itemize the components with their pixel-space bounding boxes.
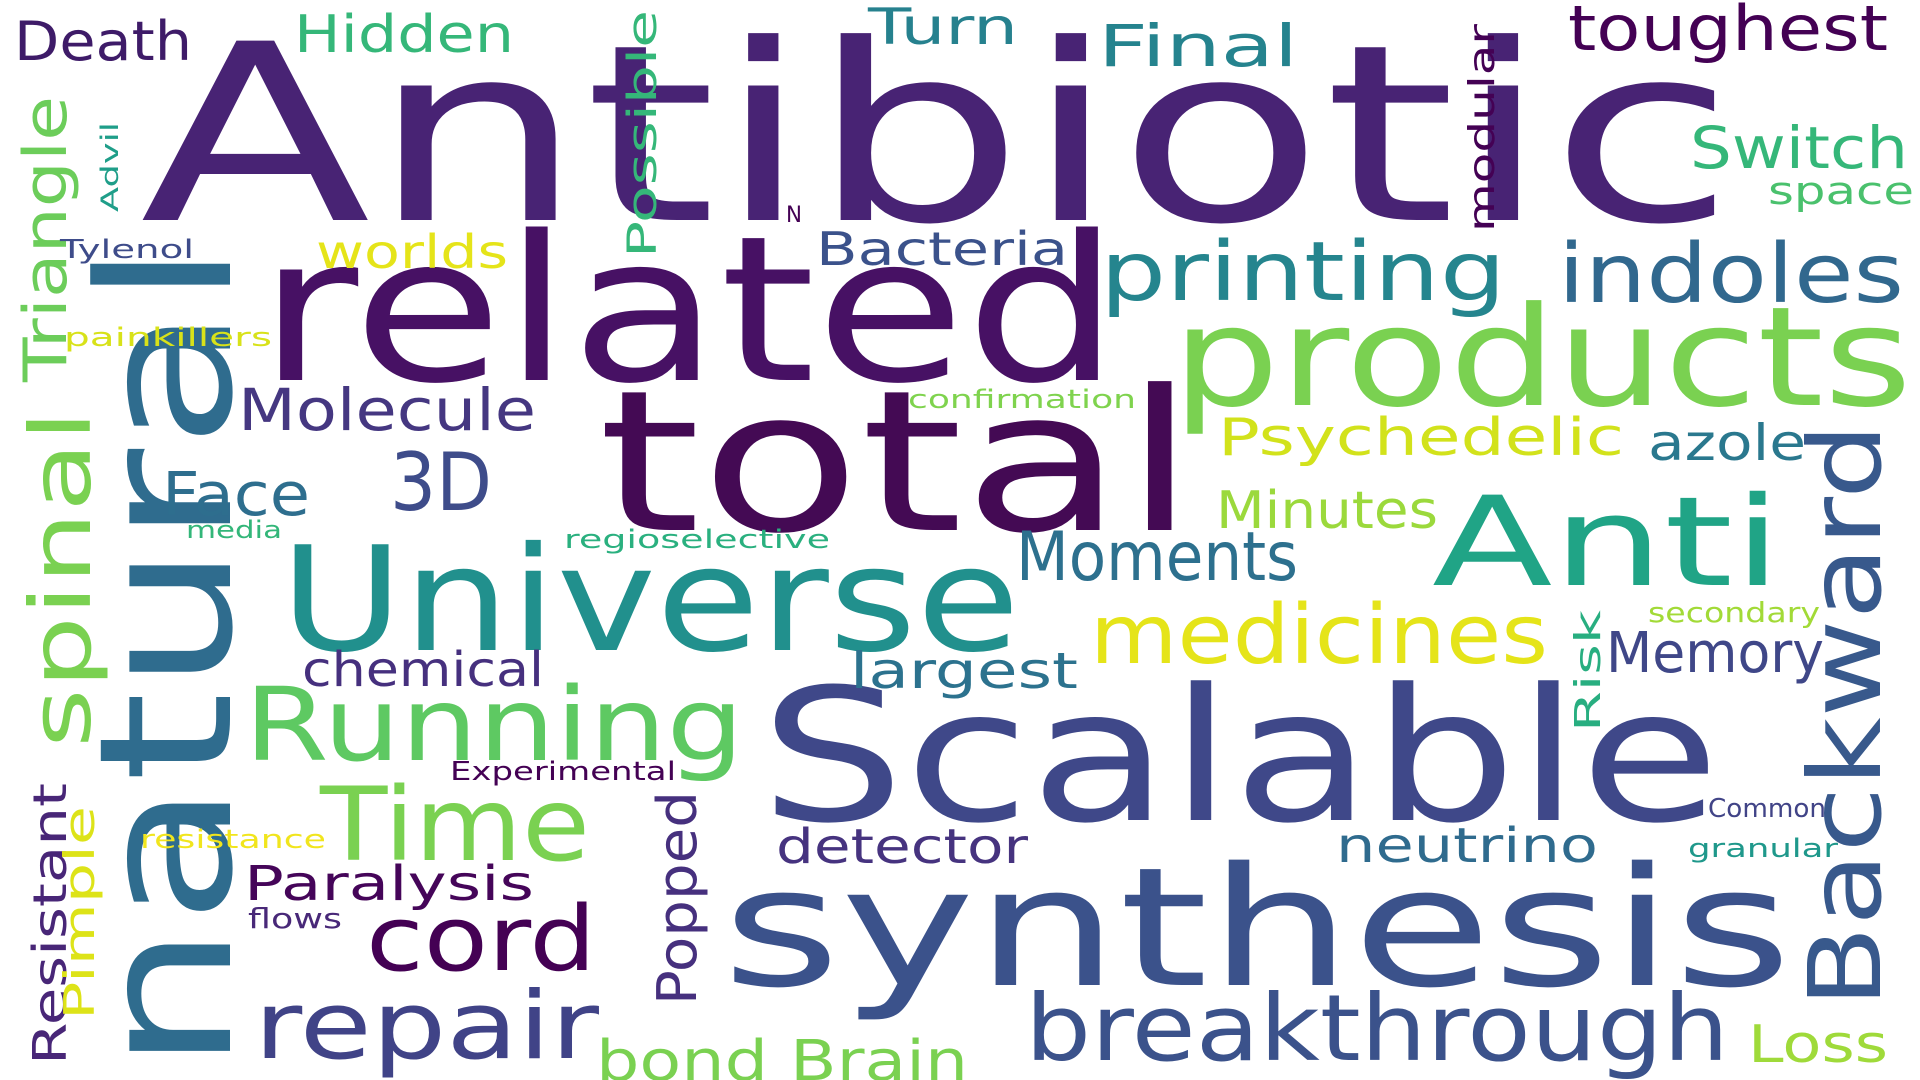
word-triangle: Triangle	[11, 96, 81, 383]
word-bacteria: Bacteria	[816, 222, 1068, 276]
word-universe: Universe	[280, 516, 1020, 685]
word-medicines: medicines	[1090, 588, 1548, 683]
word-related: related	[258, 192, 1120, 428]
word-resistant: Resistant	[23, 783, 77, 1065]
word-scalable: Scalable	[760, 650, 1720, 864]
word-final: Final	[1098, 12, 1298, 80]
word-hidden: Hidden	[294, 5, 514, 65]
word-pimple: Pimple	[55, 806, 104, 1020]
word-psychedelic: Psychedelic	[1218, 408, 1624, 468]
word-bond: bond	[596, 1029, 768, 1080]
word-worlds: worlds	[316, 225, 508, 279]
word-antibiotic: Antibiotic	[140, 0, 1735, 279]
word-neutrino: neutrino	[1336, 818, 1598, 874]
word-confirmation: confirmation	[908, 385, 1136, 415]
word-total: total	[598, 349, 1196, 577]
word-n: N	[786, 203, 802, 228]
word-risk: Risk	[1568, 610, 1609, 732]
word-turn: Turn	[867, 0, 1018, 56]
word-loss: Loss	[1748, 1015, 1888, 1075]
word-granular: granular	[1688, 834, 1838, 864]
word-indoles: indoles	[1558, 227, 1904, 322]
word-common: Common	[1708, 794, 1826, 824]
word-modular: modular	[1462, 24, 1503, 232]
word-experimental: Experimental	[450, 757, 676, 787]
word-tylenol: Tylenol	[59, 235, 194, 265]
word-running: Running	[244, 666, 744, 785]
word-media: media	[186, 516, 282, 544]
word-switch: Switch	[1690, 114, 1908, 182]
word-moments: Moments	[1016, 518, 1298, 597]
word-flows: flows	[248, 902, 342, 935]
word-minutes: Minutes	[1216, 481, 1438, 541]
word-repair: repair	[254, 972, 599, 1080]
word-time: Time	[319, 766, 590, 885]
word-secondary: secondary	[1648, 596, 1820, 629]
word-spinal: spinal	[12, 410, 110, 748]
word-space: space	[1768, 169, 1914, 213]
word-regioselective: regioselective	[564, 525, 830, 555]
word-chemical: chemical	[302, 642, 544, 698]
word-cord: cord	[366, 887, 596, 992]
word-paralysis: Paralysis	[244, 856, 534, 912]
word-3d: 3D	[390, 436, 492, 529]
word-resistance: resistance	[140, 825, 326, 855]
word-detector: detector	[776, 819, 1028, 875]
word-painkillers: painkillers	[64, 323, 272, 353]
word-advil: Advil	[96, 122, 124, 212]
word-printing: printing	[1100, 225, 1506, 320]
word-possible: Possible	[620, 10, 666, 258]
word-products: products	[1172, 277, 1912, 438]
word-anti: Anti	[1432, 471, 1782, 615]
word-natural: natural	[60, 242, 274, 1072]
word-death: Death	[14, 10, 192, 73]
word-memory: Memory	[1606, 621, 1824, 686]
word-toughest: toughest	[1568, 0, 1888, 65]
word-breakthrough: breakthrough	[1025, 975, 1729, 1080]
word-molecule: Molecule	[238, 376, 536, 444]
word-backward: Backward	[1787, 423, 1904, 1008]
word-face: Face	[162, 460, 310, 530]
word-largest: largest	[850, 642, 1078, 700]
word-azole: azole	[1648, 414, 1806, 472]
word-synthesis: synthesis	[722, 832, 1792, 1024]
word-popped: Popped	[646, 791, 709, 1005]
word-brain: Brain	[790, 1029, 968, 1080]
